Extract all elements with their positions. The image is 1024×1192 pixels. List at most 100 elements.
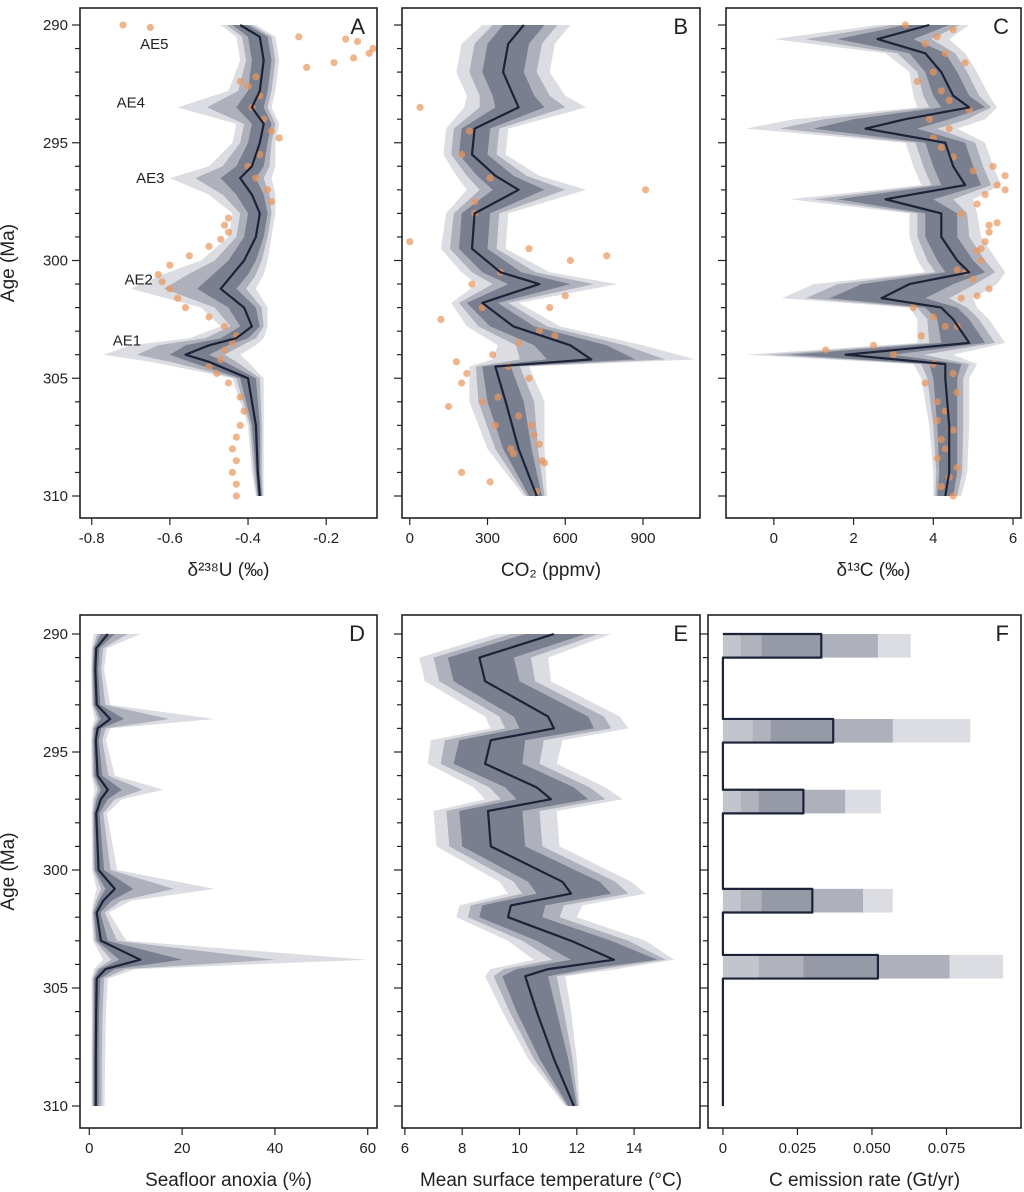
x-axis-label: δ¹³C (‰) (837, 560, 911, 581)
x-tick-label: 10 (511, 1140, 528, 1157)
y-tick-label: 290 (43, 626, 68, 643)
data-point (406, 238, 414, 246)
emission-inner-range (770, 718, 893, 743)
data-point (889, 351, 898, 359)
data-point (174, 294, 182, 302)
data-point (228, 445, 236, 453)
data-point (937, 435, 945, 444)
panel-letter: D (349, 621, 365, 646)
data-point (921, 40, 929, 48)
panel-letter: E (673, 621, 688, 646)
x-tick-label: 60 (359, 1140, 376, 1157)
data-point (166, 261, 174, 269)
y-axis-label: Age (Ma) (0, 224, 19, 302)
x-tick-label: 6 (1009, 530, 1017, 547)
data-point (181, 304, 190, 312)
x-axis-label: C emission rate (Gt/yr) (769, 1170, 960, 1191)
y-tick-label: 310 (43, 488, 68, 505)
x-tick-label: -0.4 (235, 530, 261, 547)
event-label: AE5 (140, 36, 168, 53)
emission-pulse-fill (722, 789, 804, 814)
data-point (937, 143, 945, 152)
data-point (458, 150, 466, 159)
panel-letter: B (673, 14, 688, 39)
median-line (184, 24, 265, 497)
data-point (486, 478, 494, 486)
data-point (561, 292, 569, 300)
outer-uncertainty-band (91, 634, 368, 1106)
data-point (993, 219, 1001, 227)
data-point (925, 115, 933, 123)
panel-frame (401, 614, 701, 1129)
panel-letter: C (993, 14, 1009, 39)
inner-uncertainty-band (459, 25, 636, 496)
x-tick-label: 0.050 (853, 1140, 891, 1157)
data-point (205, 313, 213, 321)
x-tick-label: 0 (770, 530, 778, 547)
x-tick-label: 0.075 (928, 1140, 966, 1157)
panel-frame (707, 614, 1022, 1129)
data-point (264, 186, 272, 194)
data-point (232, 492, 240, 500)
x-tick-label: 2 (849, 530, 857, 547)
event-label: AE3 (136, 170, 164, 187)
data-point (973, 292, 981, 300)
data-point (244, 82, 252, 90)
data-point (941, 49, 949, 57)
x-tick-label: 40 (267, 1140, 284, 1157)
data-point (953, 388, 961, 396)
data-point (929, 68, 937, 76)
data-point (256, 150, 264, 159)
data-point (478, 398, 486, 406)
x-tick-label: -0.6 (157, 530, 183, 547)
median-line (478, 632, 616, 1107)
data-point (535, 440, 543, 448)
data-point (158, 278, 166, 286)
data-point (929, 313, 937, 321)
data-point (933, 454, 941, 462)
data-point (969, 275, 977, 283)
x-tick-label: 0 (85, 1140, 93, 1157)
data-point (933, 417, 941, 425)
emission-inner-range (803, 954, 950, 979)
emission-pulse-fill (722, 718, 834, 743)
event-label: AE4 (117, 95, 145, 112)
x-axis-label: Mean surface temperature (°C) (420, 1170, 682, 1191)
panel-frame (79, 7, 378, 519)
inner-uncertainty-band (447, 634, 657, 1106)
data-point (949, 426, 957, 434)
data-point (221, 322, 229, 330)
y-axis-label: Age (Ma) (0, 832, 19, 910)
data-point (240, 407, 248, 415)
data-point (489, 351, 497, 359)
data-point (917, 332, 925, 340)
emission-inner-range (761, 634, 878, 658)
data-point (232, 433, 240, 441)
data-point (937, 87, 945, 95)
data-point (205, 242, 213, 250)
data-point (1001, 172, 1009, 180)
data-point (463, 369, 471, 378)
data-point (154, 271, 162, 279)
data-point (252, 73, 260, 81)
panel-a: 290 295 300 305 310 Age (Ma) -0.8 -0.6 -0.4 -0.2 δ… (0, 7, 378, 581)
y-tick-label: 305 (43, 980, 68, 997)
panel-f: 0 0.025 0.050 0.075 C emission rate (Gt/yr) F (700, 614, 1022, 1191)
data-point (458, 379, 466, 387)
data-point (515, 339, 523, 347)
data-point (953, 266, 961, 274)
data-point (949, 26, 957, 34)
x-tick-label: 0 (406, 530, 414, 547)
data-point (252, 174, 260, 182)
data-point (603, 252, 611, 260)
x-axis-label: CO₂ (ppmv) (501, 560, 601, 581)
data-point (468, 280, 476, 288)
data-point (933, 33, 941, 41)
data-point (525, 374, 533, 382)
data-point (295, 33, 303, 41)
data-point (642, 186, 650, 194)
data-point (486, 174, 494, 182)
x-tick-label: 8 (458, 1140, 466, 1157)
panel-frame (725, 7, 1022, 519)
